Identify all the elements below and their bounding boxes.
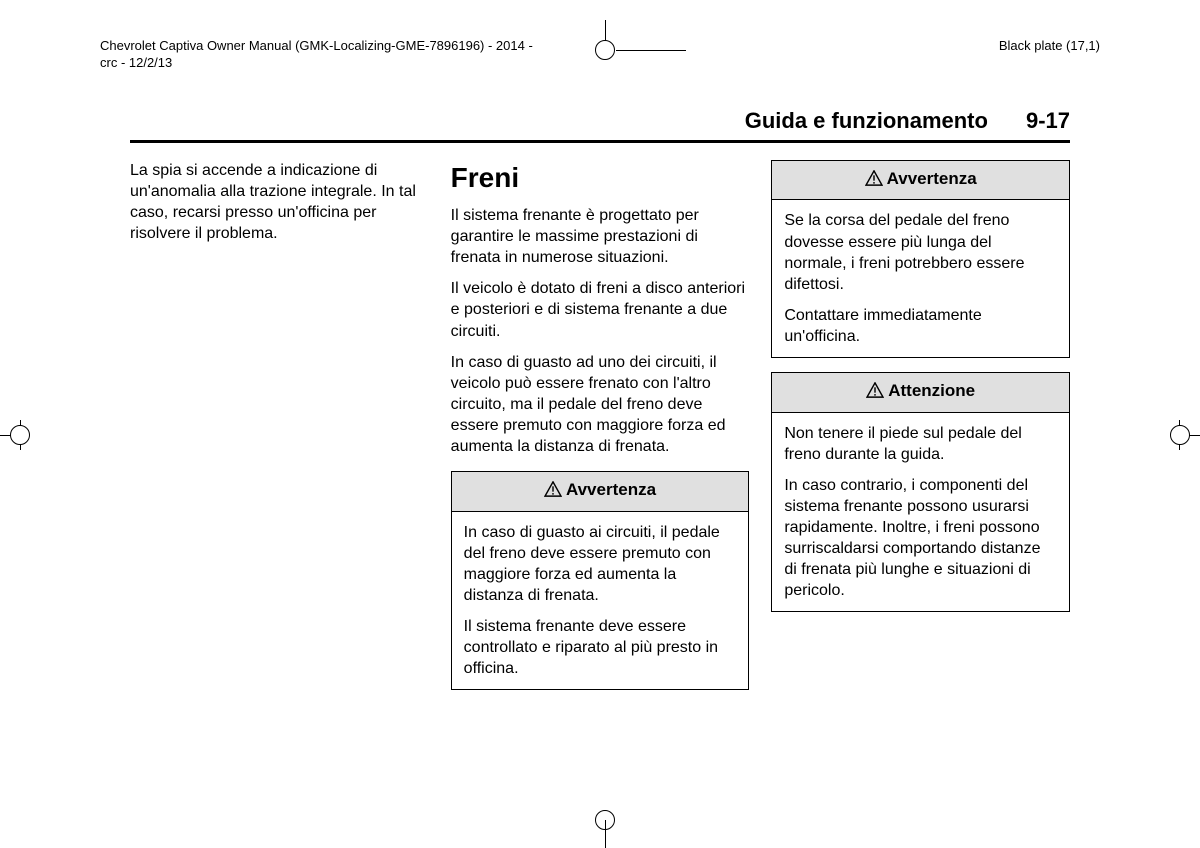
doc-title-line1: Chevrolet Captiva Owner Manual (GMK-Loca… (100, 38, 533, 55)
reg-mark-left (0, 420, 40, 450)
warning-triangle-icon (865, 170, 883, 192)
warning-box-1-body: In caso di guasto ai circuiti, il pedale… (452, 512, 749, 690)
warning-box-2-p2: Contattare immediatamente un'officina. (784, 305, 1057, 347)
warning-box-1-p2: Il sistema frenante deve essere controll… (464, 616, 737, 679)
section-heading-freni: Freni (451, 160, 750, 197)
warning-box-1: Avvertenza In caso di guasto ai circuiti… (451, 471, 750, 690)
warning-box-2: Avvertenza Se la corsa del pedale del fr… (771, 160, 1070, 358)
content-columns: La spia si accende a indicazione di un'a… (130, 160, 1070, 704)
warning-box-2-title: Avvertenza (887, 169, 977, 188)
col2-p2: Il veicolo è dotato di freni a disco ant… (451, 278, 750, 341)
warning-box-2-p1: Se la corsa del pedale del freno dovesse… (784, 210, 1057, 294)
warning-box-2-header: Avvertenza (772, 161, 1069, 200)
caution-box-1-body: Non tenere il piede sul pedale del freno… (772, 413, 1069, 612)
col1-p1: La spia si accende a indicazione di un'a… (130, 160, 429, 244)
page-header: Guida e funzionamento 9-17 (130, 108, 1070, 143)
print-meta: Chevrolet Captiva Owner Manual (GMK-Loca… (100, 38, 1100, 72)
doc-title-line2: crc - 12/2/13 (100, 55, 533, 72)
warning-box-1-title: Avvertenza (566, 480, 656, 499)
reg-mark-bottom (590, 810, 620, 840)
column-3: Avvertenza Se la corsa del pedale del fr… (771, 160, 1070, 704)
col2-p1: Il sistema frenante è progettato per gar… (451, 205, 750, 268)
page-number: 9-17 (1026, 108, 1070, 134)
caution-box-1-p1: Non tenere il piede sul pedale del freno… (784, 423, 1057, 465)
caution-box-1-header: Attenzione (772, 373, 1069, 412)
caution-box-1: Attenzione Non tenere il piede sul pedal… (771, 372, 1070, 612)
plate-info: Black plate (17,1) (999, 38, 1100, 55)
caution-box-1-title: Attenzione (888, 381, 975, 400)
warning-box-1-p1: In caso di guasto ai circuiti, il pedale… (464, 522, 737, 606)
caution-box-1-p2: In caso contrario, i componenti del sist… (784, 475, 1057, 602)
col2-p3: In caso di guasto ad uno dei circuiti, i… (451, 352, 750, 458)
column-1: La spia si accende a indicazione di un'a… (130, 160, 429, 704)
warning-box-2-body: Se la corsa del pedale del freno dovesse… (772, 200, 1069, 357)
warning-triangle-icon (544, 481, 562, 503)
chapter-title: Guida e funzionamento (745, 108, 988, 134)
warning-box-1-header: Avvertenza (452, 472, 749, 511)
warning-triangle-icon (866, 382, 884, 404)
column-2: Freni Il sistema frenante è progettato p… (451, 160, 750, 704)
reg-mark-right (1160, 420, 1200, 450)
